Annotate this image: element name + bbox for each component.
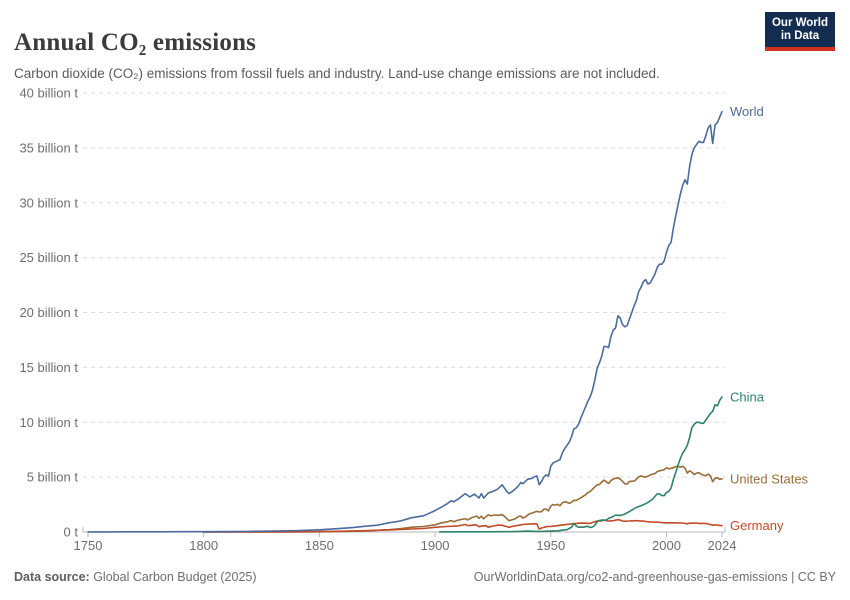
y-axis-tick-label: 15 billion t (19, 360, 78, 375)
x-axis-tick-label: 1800 (189, 538, 218, 553)
y-axis-tick-label: 30 billion t (19, 195, 78, 210)
series-line-united-states[interactable] (202, 465, 723, 533)
owid-logo[interactable]: Our World in Data (764, 12, 835, 51)
y-axis-tick-label: 5 billion t (27, 470, 79, 485)
chart-title: Annual CO₂ emissions (14, 28, 257, 56)
x-axis-tick-label: 2024 (708, 538, 737, 553)
y-axis-tick-label: 0 t (64, 525, 79, 540)
series-label-world[interactable]: World (730, 104, 764, 119)
y-axis-tick-label: 25 billion t (19, 250, 78, 265)
data-source-value: Global Carbon Budget (2025) (89, 570, 257, 584)
data-source-note: Data source: Global Carbon Budget (2025) (14, 570, 257, 584)
x-axis-tick-label: 1900 (421, 538, 450, 553)
x-axis-tick-label: 2000 (652, 538, 681, 553)
y-axis-tick-label: 10 billion t (19, 415, 78, 430)
x-axis-tick-label: 1850 (305, 538, 334, 553)
y-axis-tick-label: 35 billion t (19, 140, 78, 155)
series-label-germany[interactable]: Germany (730, 518, 784, 533)
x-axis-tick-label: 1950 (536, 538, 565, 553)
data-source-label: Data source: (14, 570, 90, 584)
y-axis-tick-label: 40 billion t (19, 86, 78, 101)
owid-logo-line1: Our World (771, 17, 828, 29)
chart-subtitle: Carbon dioxide (CO₂) emissions from foss… (14, 65, 660, 81)
y-axis-tick-label: 20 billion t (19, 305, 78, 320)
credit-link[interactable]: OurWorldinData.org/co2-and-greenhouse-ga… (473, 570, 836, 584)
series-line-world[interactable] (87, 110, 723, 533)
series-label-china[interactable]: China (730, 390, 765, 405)
series-line-china[interactable] (438, 396, 723, 533)
owid-logo-line2: in Data (780, 30, 820, 42)
series-label-united-states[interactable]: United States (730, 471, 809, 486)
x-axis-tick-label: 1750 (74, 538, 103, 553)
series-line-germany[interactable] (202, 518, 723, 533)
